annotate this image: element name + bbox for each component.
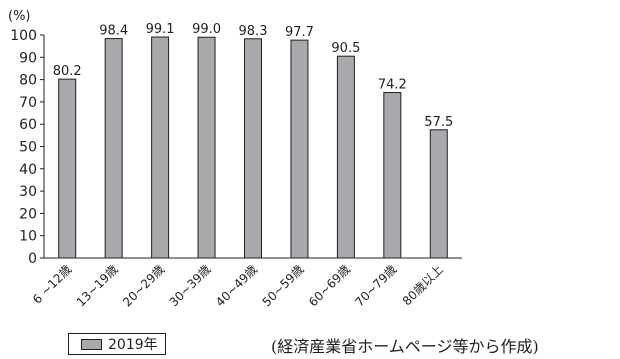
y-tick-label: 90 (19, 50, 37, 66)
bar (290, 39, 309, 259)
bar (429, 129, 448, 259)
bar (336, 55, 355, 259)
bar-value-label: 74.2 (378, 78, 407, 93)
bar (151, 36, 170, 259)
x-tick-label: 80歳以上 (400, 262, 446, 308)
y-tick-label: 70 (19, 95, 37, 111)
x-tick-label: 60~69歳 (306, 262, 353, 309)
x-tick-label: 13~19歳 (74, 262, 121, 309)
y-tick-label: 30 (19, 184, 37, 200)
y-tick-label: 50 (19, 140, 37, 156)
bar-value-label: 98.3 (239, 24, 268, 39)
source-note: (経済産業省ホームページ等から作成) (271, 337, 539, 356)
bar (244, 38, 262, 259)
y-unit-label: (%) (8, 9, 31, 24)
bar (383, 92, 402, 259)
bar-value-label: 99.1 (146, 22, 175, 37)
legend: 2019年 (68, 333, 166, 355)
bar (58, 78, 77, 259)
legend-label: 2019年 (108, 337, 158, 353)
y-tick-label: 80 (19, 73, 37, 89)
bar-value-label: 98.4 (99, 24, 128, 39)
bar-value-label: 80.2 (53, 64, 82, 79)
x-tick-label: 70~79歳 (352, 262, 399, 309)
bar (104, 38, 123, 259)
y-tick-label: 100 (10, 28, 37, 44)
x-tick-label: 40~49歳 (213, 262, 260, 309)
bar-value-label: 90.5 (331, 41, 360, 56)
y-tick-label: 10 (19, 229, 37, 245)
x-tick-label: 6 ~12歳 (30, 262, 74, 306)
x-tick-label: 50~59歳 (259, 262, 306, 309)
bar-value-label: 99.0 (192, 22, 221, 37)
x-tick-label: 20~29歳 (120, 262, 167, 309)
y-tick-label: 40 (19, 162, 37, 178)
x-tick-label: 30~39歳 (167, 262, 214, 309)
y-tick-label: 60 (19, 117, 37, 133)
bar (197, 36, 216, 259)
legend-swatch (81, 338, 102, 350)
bar-value-label: 97.7 (285, 25, 314, 40)
y-tick-label: 20 (19, 206, 37, 222)
bar-value-label: 57.5 (424, 115, 453, 130)
y-tick-label: 0 (28, 251, 37, 267)
